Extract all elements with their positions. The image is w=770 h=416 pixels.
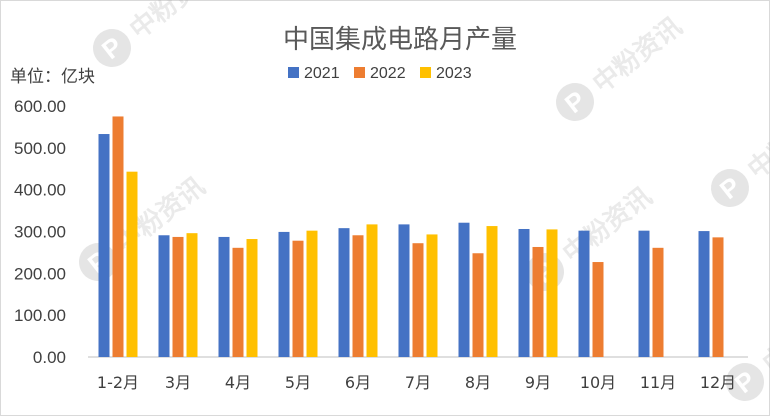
bar-2022 xyxy=(292,240,304,357)
legend-item: 2022 xyxy=(354,65,406,82)
legend-label: 2022 xyxy=(370,65,406,82)
bar-2022 xyxy=(532,246,544,357)
bar-2022 xyxy=(472,253,484,357)
bar-2023 xyxy=(486,226,498,357)
bar-2023 xyxy=(186,233,198,357)
bar-2023 xyxy=(246,239,258,357)
bars xyxy=(98,116,724,357)
x-tick-label: 11月 xyxy=(640,373,676,392)
x-tick-label: 12月 xyxy=(700,373,736,392)
bar-2021 xyxy=(338,228,350,357)
bar-2022 xyxy=(172,236,184,357)
bar-2021 xyxy=(518,228,530,357)
watermark-logo-icon xyxy=(93,29,131,67)
bar-2023 xyxy=(366,224,378,357)
chart-title: 中国集成电路月产量 xyxy=(283,25,517,55)
x-tick-label: 6月 xyxy=(345,373,371,392)
x-tick-label: 1-2月 xyxy=(97,373,139,392)
bar-2021 xyxy=(218,236,230,357)
x-tick-label: 10月 xyxy=(580,373,616,392)
bar-2023 xyxy=(426,234,438,357)
bar-2021 xyxy=(278,231,290,357)
watermark-text: 中粉资讯 xyxy=(587,12,687,100)
bar-2022 xyxy=(652,247,664,357)
y-tick-label: 600.00 xyxy=(14,97,66,116)
bar-2021 xyxy=(698,231,710,357)
legend-swatch xyxy=(354,67,365,78)
x-tick-label: 8月 xyxy=(465,373,491,392)
y-tick-label: 500.00 xyxy=(14,139,66,158)
bar-2021 xyxy=(458,222,470,357)
unit-label: 单位：亿块 xyxy=(10,67,95,87)
x-tick-label: 7月 xyxy=(405,373,431,392)
legend-label: 2021 xyxy=(304,65,340,82)
legend: 2021 2022 2023 xyxy=(288,65,472,82)
bar-2022 xyxy=(412,243,424,357)
x-tick-label: 4月 xyxy=(225,373,251,392)
x-tick-label: 3月 xyxy=(165,373,191,392)
legend-swatch xyxy=(420,67,431,78)
watermark-text: 中粉资讯 xyxy=(124,0,224,45)
watermark-logo-icon xyxy=(711,169,749,207)
x-tick-label: 5月 xyxy=(285,373,311,392)
bar-2021 xyxy=(398,224,410,357)
legend-item: 2023 xyxy=(420,65,472,82)
watermark-logo-icon xyxy=(726,363,764,401)
bar-2021 xyxy=(638,230,650,357)
y-tick-label: 200.00 xyxy=(14,264,66,283)
watermark-text: 中粉资讯 xyxy=(757,292,770,380)
x-tick-label: 9月 xyxy=(525,373,551,392)
x-axis-labels: 1-2月 3月 4月 5月 6月 7月 8月 9月 10月 11月 12月 xyxy=(97,373,736,392)
watermark-logo-icon xyxy=(556,83,594,121)
bar-2022 xyxy=(232,247,244,357)
y-axis: 0.00 100.00 200.00 300.00 400.00 500.00 600.00 xyxy=(14,97,66,367)
y-tick-label: 0.00 xyxy=(33,348,66,367)
bar-2022 xyxy=(352,235,364,357)
watermark-text: 中粉资讯 xyxy=(742,98,770,186)
bar-2023 xyxy=(306,230,318,357)
bar-2021 xyxy=(158,235,170,357)
y-tick-label: 100.00 xyxy=(14,306,66,325)
bar-2021 xyxy=(98,134,110,357)
bar-2022 xyxy=(112,116,124,357)
legend-item: 2021 xyxy=(288,65,340,82)
bar-2022 xyxy=(592,262,604,357)
bar-2022 xyxy=(712,237,724,357)
bar-2023 xyxy=(546,229,558,357)
legend-label: 2023 xyxy=(436,65,472,82)
bar-2021 xyxy=(578,230,590,357)
y-tick-label: 300.00 xyxy=(14,223,66,242)
bar-2023 xyxy=(126,171,138,357)
y-tick-label: 400.00 xyxy=(14,181,66,200)
legend-swatch xyxy=(288,67,299,78)
